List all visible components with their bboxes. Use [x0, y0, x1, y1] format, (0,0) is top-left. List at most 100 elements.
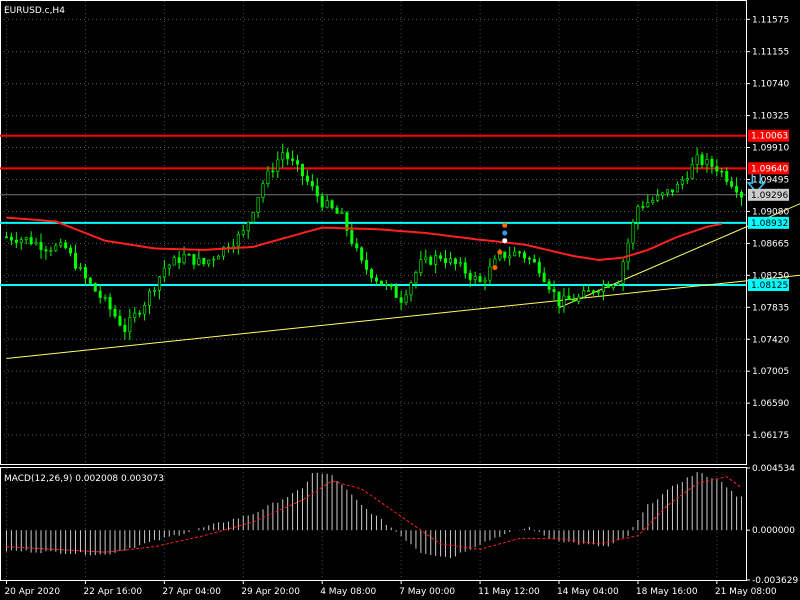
candle-body [503, 251, 507, 259]
price-tick-label: 1.10740 [752, 80, 789, 90]
time-tick-label: 7 May 00:00 [399, 587, 455, 597]
candle-body [700, 154, 704, 165]
macd-pane-frame [0, 467, 747, 581]
candle-body [207, 259, 211, 265]
candle-body [320, 195, 324, 208]
resistance-level-label: 1.10063 [751, 132, 788, 142]
candle-body [49, 250, 53, 252]
price-tick-label: 1.07005 [752, 367, 789, 377]
support-level-label: 1.08932 [751, 219, 788, 229]
candle-body [296, 160, 300, 165]
candle-body [133, 312, 137, 318]
candle-body [217, 255, 221, 260]
candle-body [276, 159, 280, 172]
price-pane[interactable]: EURUSD.c,H4 1.11575 1.11155 1.10740 1.10325… [0, 0, 800, 465]
candle-body [19, 239, 23, 243]
time-tick-label: 22 Apr 16:00 [83, 587, 142, 597]
candle-body [735, 186, 739, 193]
candle-body [468, 272, 472, 280]
candle-body [404, 294, 408, 303]
down-arrow-shape [746, 172, 767, 194]
candle-body [458, 262, 462, 265]
candle-body [182, 254, 186, 264]
trade-marker [502, 222, 508, 228]
candle-body [197, 258, 201, 265]
candle-body [74, 252, 78, 269]
candle-body [675, 184, 679, 193]
candle-body [108, 297, 112, 310]
candle-body [429, 256, 433, 265]
candle-body [281, 152, 285, 161]
time-tick-label: 11 May 12:00 [478, 587, 540, 597]
candle-body [384, 283, 388, 286]
candle-body [335, 207, 339, 214]
candle-body [695, 154, 699, 165]
candle-body [39, 242, 43, 251]
candle-body [527, 257, 531, 260]
time-axis: 20 Apr 2020 22 Apr 16:00 27 Apr 04:00 29 Ap… [4, 580, 777, 597]
candle-body [83, 267, 87, 279]
trade-marker [502, 238, 508, 244]
candle-body [646, 202, 650, 208]
candle-body [666, 189, 670, 194]
candle-body [310, 181, 314, 187]
time-tick-label: 18 May 16:00 [636, 587, 698, 597]
candle-body [670, 189, 674, 193]
support-level-badge [748, 216, 789, 229]
candle-body [44, 249, 48, 252]
price-tick-label: 1.10325 [752, 112, 789, 122]
macd-pane[interactable]: MACD(12,26,9) 0.002008 0.003073 0.004534… [0, 464, 799, 586]
candle-body [93, 283, 97, 292]
candle-body [518, 251, 522, 254]
candle-body [261, 183, 265, 198]
candle-body [300, 163, 304, 177]
candles [4, 143, 744, 340]
candle-body [59, 242, 63, 247]
resistance-level-label: 1.09640 [751, 164, 788, 174]
candle-body [350, 230, 354, 244]
candle-body [192, 254, 196, 265]
candle-body [611, 284, 615, 288]
candle-body [389, 283, 393, 287]
candle-body [606, 284, 610, 288]
candle-body [123, 325, 127, 333]
current-price-badge [748, 188, 789, 201]
candle-body [720, 170, 724, 173]
price-chart-title: EURUSD.c,H4 [4, 6, 65, 16]
candle-body [271, 170, 275, 173]
candle-body [14, 239, 18, 243]
price-pane-frame [0, 0, 747, 465]
current-price-label: 1.09296 [751, 191, 788, 201]
candle-body [577, 296, 581, 302]
support-level-badge [748, 278, 789, 291]
price-tick-label: 1.11155 [752, 48, 789, 58]
macd-tick-label: -0.003629 [752, 576, 798, 586]
price-tick-label: 1.06590 [752, 399, 789, 409]
candle-body [399, 297, 403, 303]
candle-body [379, 280, 383, 286]
candle-body [64, 242, 68, 249]
candle-body [448, 258, 452, 263]
candle-body [424, 256, 428, 260]
moving-average-line [6, 216, 722, 262]
macd-tick-label: 0.004534 [752, 464, 795, 474]
trade-markers [492, 222, 508, 271]
candle-body [370, 269, 374, 279]
candle-body [330, 200, 334, 209]
candle-body [157, 276, 161, 291]
price-tick-label: 1.06175 [752, 431, 789, 441]
candle-body [582, 290, 586, 298]
candle-body [305, 175, 309, 182]
candle-body [88, 277, 92, 284]
candle-body [685, 178, 689, 181]
candle-body [434, 255, 438, 265]
price-axis: 1.11575 1.11155 1.10740 1.10325 1.09910 1.094… [746, 15, 789, 441]
down-arrow-icon [746, 172, 767, 194]
candle-body [725, 171, 729, 182]
candle-body [103, 297, 107, 299]
candle-body [592, 290, 596, 293]
candle-body [118, 316, 122, 326]
price-tick-label: 1.09910 [752, 144, 789, 154]
candle-body [636, 206, 640, 223]
